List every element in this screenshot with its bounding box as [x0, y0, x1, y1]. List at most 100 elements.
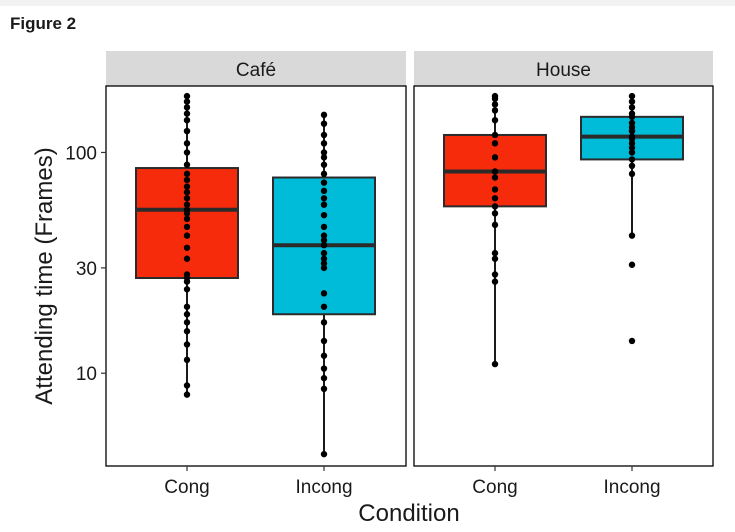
data-point [320, 161, 328, 168]
data-point [320, 131, 328, 139]
data-point [320, 232, 328, 239]
data-point [320, 260, 328, 267]
data-point [491, 92, 499, 100]
data-point [320, 290, 328, 297]
data-point [628, 261, 636, 268]
data-point [628, 162, 636, 170]
x-tick-label: Cong [472, 477, 517, 498]
data-point [320, 303, 328, 310]
data-point [491, 360, 499, 368]
panel-title: House [536, 60, 591, 81]
data-point [320, 179, 328, 186]
data-point [320, 170, 328, 178]
data-point [320, 149, 328, 156]
data-point [491, 278, 499, 285]
data-point [628, 104, 636, 111]
data-point [183, 391, 191, 398]
data-point [491, 131, 499, 139]
data-point [320, 264, 328, 272]
data-point [183, 328, 191, 335]
data-point [183, 127, 191, 135]
data-point [320, 365, 328, 372]
data-point [183, 356, 191, 364]
data-point [183, 149, 191, 156]
data-point [183, 244, 191, 251]
data-point [320, 337, 328, 345]
data-point [491, 210, 499, 217]
panel-strip [106, 51, 406, 86]
panel-border [105, 85, 407, 467]
x-tick-label: Incong [295, 477, 352, 498]
data-point [320, 450, 328, 458]
data-point [491, 249, 499, 257]
data-point [183, 116, 191, 124]
data-point [183, 104, 191, 111]
data-point [320, 319, 328, 326]
y-axis-title: Attending time (Frames) [31, 147, 58, 404]
data-point [320, 187, 328, 195]
data-point [491, 116, 499, 124]
data-point [320, 111, 328, 119]
data-point [320, 237, 328, 244]
data-point [320, 352, 328, 359]
data-point [320, 201, 328, 208]
data-point [183, 195, 191, 202]
data-point [320, 242, 328, 249]
data-point [183, 201, 191, 208]
x-axis-title: Condition [358, 500, 459, 527]
data-point [320, 211, 328, 219]
data-point [320, 195, 328, 202]
data-point [320, 154, 328, 161]
data-point [628, 232, 636, 239]
data-point [628, 133, 636, 140]
data-point [628, 119, 636, 127]
data-point [628, 98, 636, 105]
data-point [183, 311, 191, 318]
data-point [320, 140, 328, 147]
data-point [628, 149, 636, 156]
data-point [320, 249, 328, 257]
data-point [183, 92, 191, 100]
x-tick-label: Cong [164, 477, 209, 498]
data-point [320, 120, 328, 127]
data-point [183, 161, 191, 168]
data-point [320, 385, 328, 393]
data-point [183, 232, 191, 239]
data-point [491, 154, 499, 161]
data-point [628, 110, 636, 117]
data-point [183, 382, 191, 389]
data-point [183, 223, 191, 231]
data-point [491, 168, 499, 175]
data-point [183, 98, 191, 105]
data-point [183, 110, 191, 117]
data-point [183, 215, 191, 223]
data-point [491, 140, 499, 147]
data-point [491, 101, 499, 108]
data-point [320, 374, 328, 382]
top-divider [0, 0, 735, 6]
data-point [628, 156, 636, 163]
figure-label: Figure 2 [10, 14, 77, 33]
data-point [491, 107, 499, 114]
data-point [183, 271, 191, 278]
data-point [183, 286, 191, 293]
y-tick-label: 100 [65, 143, 97, 164]
panel-border [413, 85, 714, 467]
data-point [183, 206, 191, 213]
data-point [183, 140, 191, 147]
data-point [183, 319, 191, 326]
data-point [628, 92, 636, 100]
data-point [491, 174, 499, 181]
data-point [491, 186, 499, 193]
data-point [491, 255, 499, 262]
data-point [183, 255, 191, 262]
data-point [491, 195, 499, 202]
data-point [183, 189, 191, 196]
data-point [628, 337, 636, 345]
y-tick-label: 10 [76, 364, 97, 385]
data-point [491, 221, 499, 229]
data-point [628, 144, 636, 151]
data-point [183, 341, 191, 348]
data-point [183, 183, 191, 190]
